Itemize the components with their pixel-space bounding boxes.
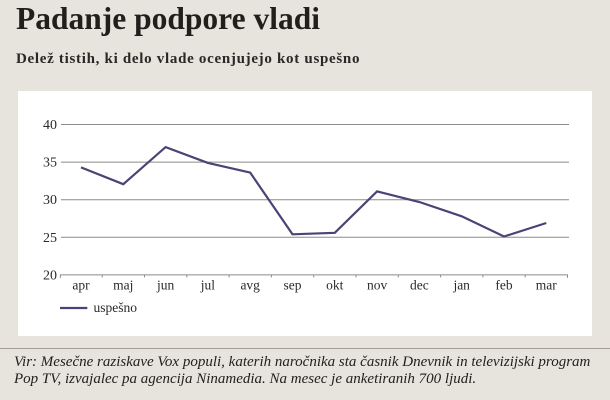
svg-text:30: 30 bbox=[43, 193, 57, 208]
svg-text:mar: mar bbox=[536, 278, 557, 293]
svg-text:maj: maj bbox=[113, 278, 133, 293]
svg-text:20: 20 bbox=[43, 268, 57, 283]
svg-text:dec: dec bbox=[410, 278, 429, 293]
svg-text:avg: avg bbox=[240, 278, 260, 293]
svg-text:35: 35 bbox=[43, 156, 57, 171]
svg-text:25: 25 bbox=[43, 231, 57, 246]
svg-text:apr: apr bbox=[72, 278, 90, 293]
svg-text:jul: jul bbox=[200, 278, 216, 293]
svg-text:jun: jun bbox=[156, 278, 175, 293]
svg-text:okt: okt bbox=[326, 278, 344, 293]
svg-text:sep: sep bbox=[284, 278, 302, 293]
svg-text:feb: feb bbox=[495, 278, 512, 293]
svg-text:nov: nov bbox=[367, 278, 388, 293]
svg-text:40: 40 bbox=[43, 118, 57, 133]
svg-text:uspešno: uspešno bbox=[94, 300, 138, 315]
svg-text:jan: jan bbox=[452, 278, 470, 293]
